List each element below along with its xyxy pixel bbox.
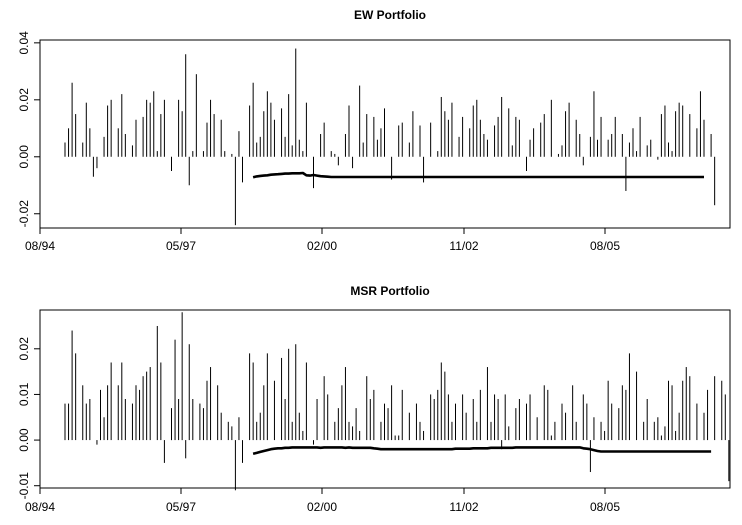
chart-title: EW Portfolio — [354, 8, 426, 22]
x-tick-label: 05/97 — [166, 500, 196, 514]
x-tick-label: 11/02 — [449, 500, 478, 514]
x-tick-label: 02/00 — [307, 500, 337, 514]
x-tick-label: 08/05 — [590, 239, 620, 253]
y-tick-label: -0.01 — [17, 472, 31, 500]
ew-portfolio-panel: EW Portfolio -0.02 0.00 0.02 0.04 08/94 05/97… — [17, 8, 731, 253]
x-tick-label: 05/97 — [166, 239, 196, 253]
plot-frame — [39, 39, 731, 229]
y-tick-label: 0.01 — [17, 382, 31, 406]
y-tick-label: 0.00 — [17, 428, 31, 452]
y-tick-label: 0.00 — [17, 145, 31, 169]
plot-frame — [39, 309, 731, 489]
y-tick-label: 0.02 — [17, 337, 31, 361]
y-tick-label: 0.04 — [17, 31, 31, 55]
rolling-line — [252, 446, 712, 456]
chart-title: MSR Portfolio — [350, 284, 429, 298]
x-tick-label: 08/05 — [590, 500, 620, 514]
x-tick-label: 08/94 — [25, 500, 55, 514]
x-tick-label: 02/00 — [307, 239, 337, 253]
y-tick-label: 0.02 — [17, 88, 31, 112]
x-tick-label: 08/94 — [25, 239, 55, 253]
y-tick-label: -0.02 — [17, 200, 31, 228]
rolling-line — [252, 171, 704, 179]
x-tick-label: 11/02 — [449, 239, 478, 253]
msr-portfolio-panel: MSR Portfolio -0.01 0.00 0.01 0.02 08/94 05/9… — [17, 284, 731, 514]
